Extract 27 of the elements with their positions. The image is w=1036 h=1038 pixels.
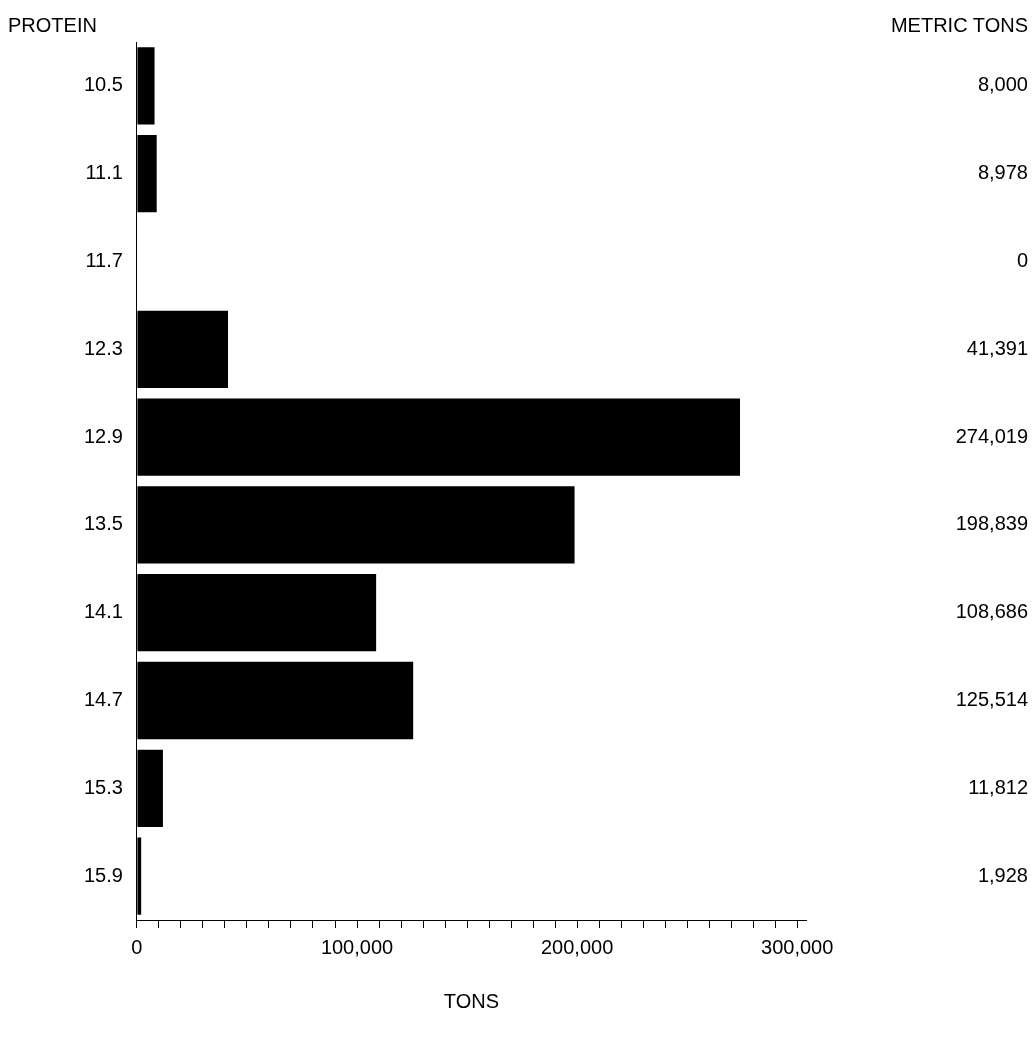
data-label: 11,812 xyxy=(968,775,1028,798)
y-axis-title: PROTEIN xyxy=(8,13,97,36)
data-label: 198,839 xyxy=(955,512,1028,535)
x-tick-label: 300,000 xyxy=(761,935,834,958)
y-tick-label: 12.9 xyxy=(83,424,123,447)
y-tick-label: 15.9 xyxy=(83,863,123,886)
x-tick-label: 100,000 xyxy=(320,935,394,958)
data-label: 41,391 xyxy=(966,336,1028,359)
y-tick-label: 14.1 xyxy=(83,600,123,623)
y-tick-label: 12.3 xyxy=(83,336,123,359)
y-tick-label: 11.7 xyxy=(85,249,123,272)
data-label: 0 xyxy=(1016,249,1028,272)
x-tick-label: 0 xyxy=(131,935,143,958)
y-tick-label: 11.1 xyxy=(85,161,123,184)
y-tick-label: 15.3 xyxy=(83,775,123,798)
data-label: 125,514 xyxy=(955,688,1028,711)
text: METRIC TONS xyxy=(890,13,1028,36)
x-axis-title: TONS xyxy=(443,989,500,1012)
data-label: 1,928 xyxy=(977,863,1028,886)
x-tick-label: 200,000 xyxy=(540,935,614,958)
y-tick-label: 14.7 xyxy=(83,688,123,711)
data-label: 8,000 xyxy=(977,73,1028,96)
data-label: 108,686 xyxy=(955,600,1028,623)
y-tick-label: 13.5 xyxy=(83,512,123,535)
data-label: 274,019 xyxy=(955,424,1028,447)
y-tick-label: 10.5 xyxy=(83,73,123,96)
data-label: 8,978 xyxy=(977,161,1028,184)
